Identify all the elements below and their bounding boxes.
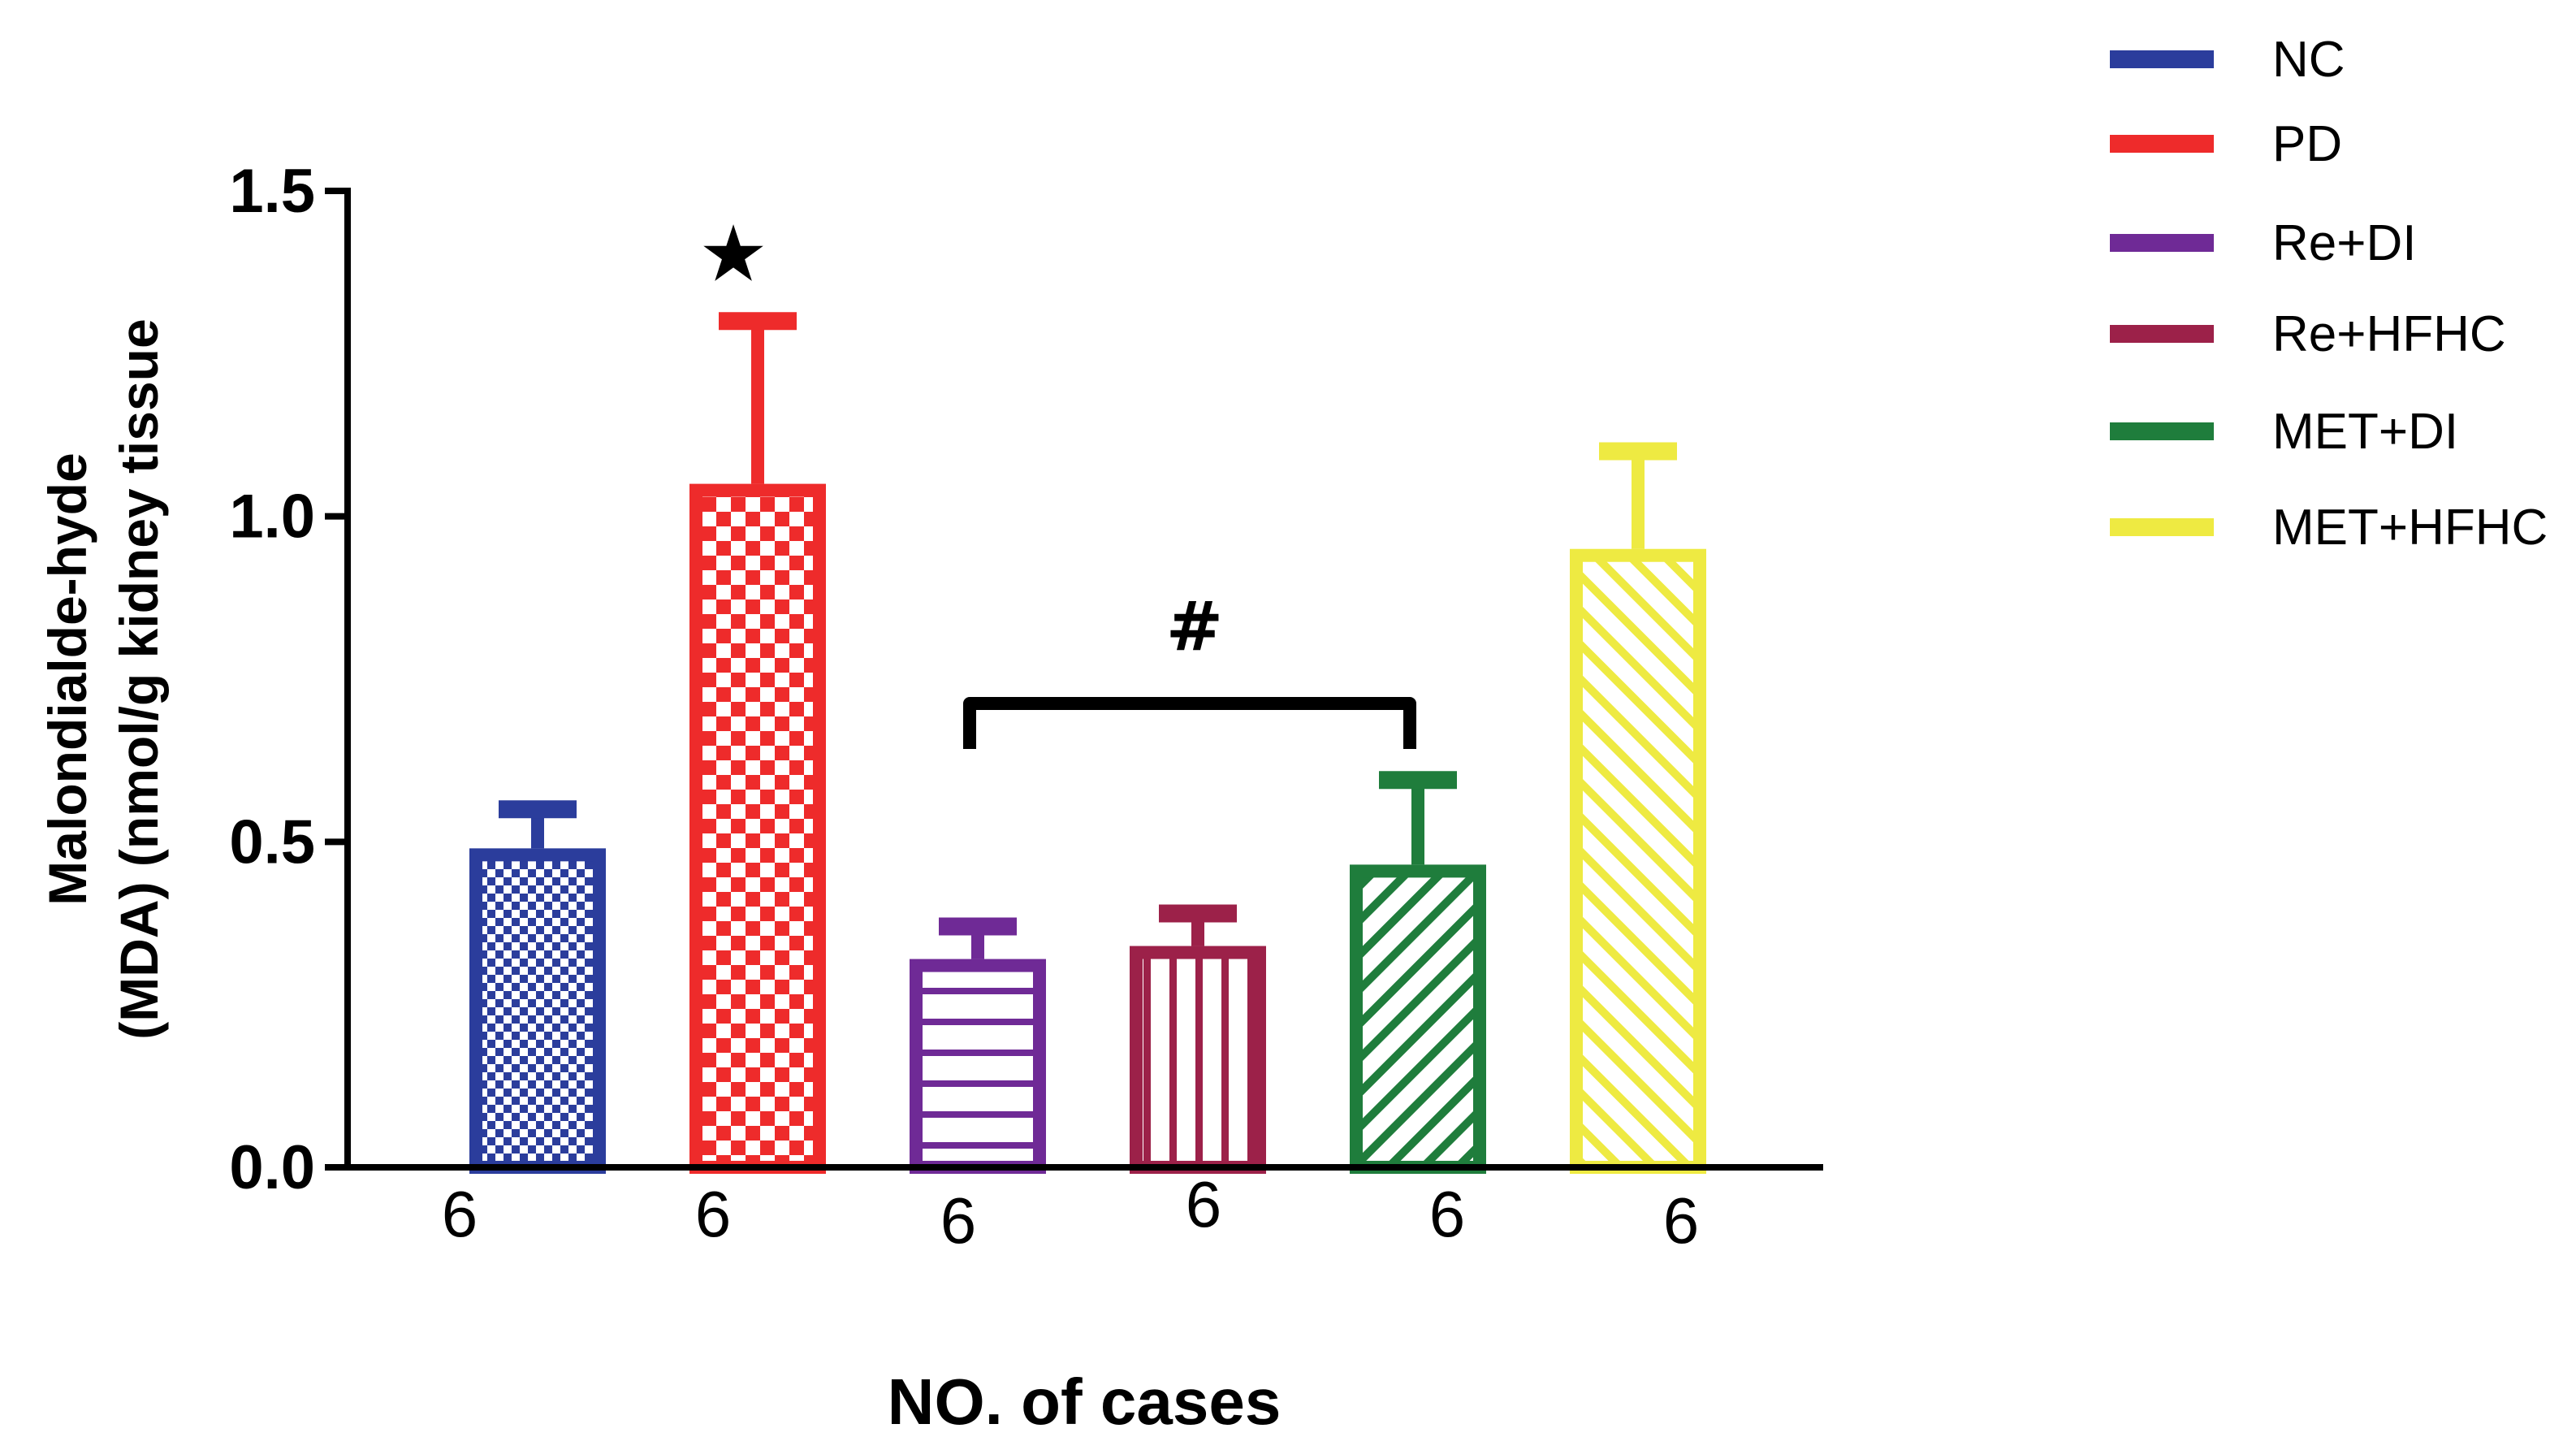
x-tick-label: 6 — [1186, 1168, 1222, 1240]
legend-item: NC — [2110, 32, 2345, 88]
y-tick-label: 1.5 — [229, 157, 315, 226]
legend-swatch — [2110, 325, 2214, 343]
error-bars-layer — [499, 312, 1677, 959]
significance-bracket — [963, 697, 1416, 749]
y-tick-label: 0.0 — [229, 1133, 315, 1202]
legend-item: Re+HFHC — [2110, 306, 2506, 362]
y-axis-label-line-2: (MDA) (nmol/g kidney tissue — [109, 318, 169, 1039]
legend-swatch — [2110, 422, 2214, 440]
legend: NC PD Re+DI Re+HFHC MET+DI MET+HFHC — [2110, 32, 2548, 556]
bar-met-hfhc — [1570, 548, 1706, 1174]
y-tick-label: 0.5 — [229, 807, 315, 876]
bar-re-hfhc — [1130, 946, 1266, 1174]
x-tick-label: 6 — [1663, 1184, 1700, 1257]
legend-label: MET+DI — [2272, 404, 2458, 460]
legend-swatch — [2110, 50, 2214, 68]
bar-nc — [469, 848, 606, 1174]
legend-item: Re+DI — [2110, 215, 2416, 271]
legend-item: MET+HFHC — [2110, 500, 2548, 556]
x-tick-label: 6 — [695, 1178, 732, 1250]
legend-label: PD — [2272, 116, 2342, 172]
axis-labels: NO. of cases Malondialde-hyde (MDA) (nmol… — [37, 318, 1281, 1438]
legend-item: MET+DI — [2110, 404, 2458, 460]
significance-hash: # — [1166, 586, 1223, 666]
x-tick-label: 6 — [442, 1178, 478, 1250]
x-tick-label: 6 — [940, 1184, 977, 1257]
legend-swatch — [2110, 234, 2214, 252]
bar-met-di — [1350, 864, 1486, 1174]
annotations-layer: ★# — [698, 208, 1416, 749]
bars-layer — [469, 483, 1706, 1175]
significance-star: ★ — [698, 208, 768, 299]
legend-label: MET+HFHC — [2272, 500, 2548, 556]
axes — [325, 188, 1823, 1171]
y-tick-label: 1.0 — [229, 483, 315, 552]
legend-label: Re+DI — [2272, 215, 2416, 271]
legend-swatch — [2110, 518, 2214, 536]
bar-pd — [689, 483, 826, 1174]
legend-swatch — [2110, 135, 2214, 153]
legend-item: PD — [2110, 116, 2342, 172]
legend-label: NC — [2272, 32, 2345, 88]
y-axis-label-line-1: Malondialde-hyde — [37, 452, 97, 905]
bar-re-di — [910, 959, 1046, 1175]
legend-label: Re+HFHC — [2272, 306, 2506, 362]
x-tick-label: 6 — [1429, 1178, 1466, 1250]
x-axis-label: NO. of cases — [888, 1366, 1282, 1438]
tick-labels-layer: 6 6 6 6 6 6 0.0 0.5 1.0 1.5 — [229, 157, 1699, 1257]
